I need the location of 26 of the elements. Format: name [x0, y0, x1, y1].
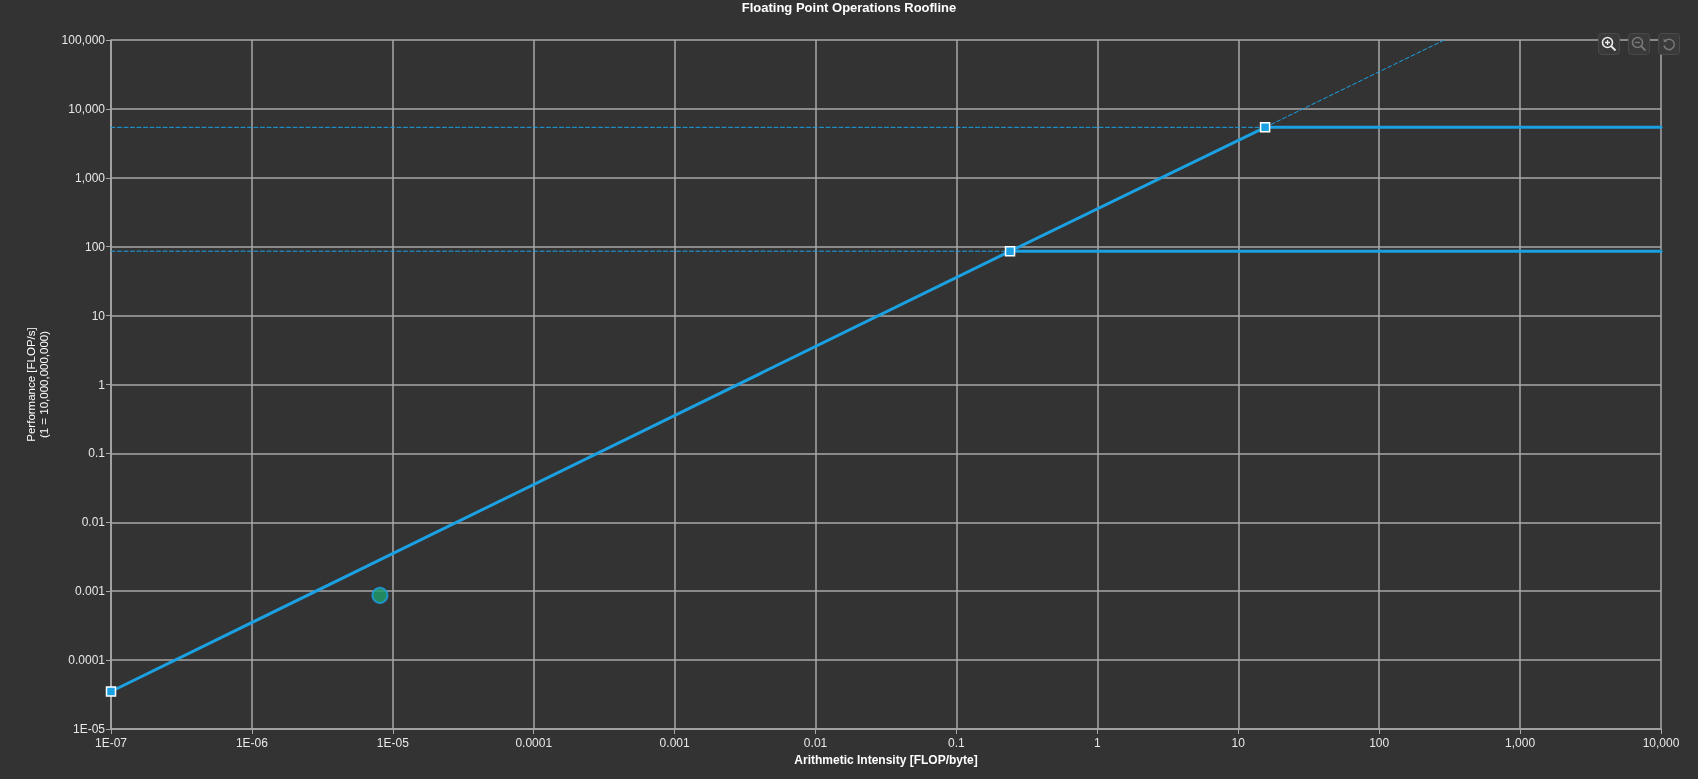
x-tick-label: 0.001: [659, 736, 690, 750]
y-tick-label: 0.0001: [68, 653, 106, 668]
y-tick-label: 1E-05: [72, 722, 106, 736]
x-tick-label: 10: [1231, 736, 1246, 750]
x-tick-label: 1E-06: [235, 736, 269, 750]
x-tick-label: 1: [1094, 736, 1102, 750]
y-tick-label: 0.1: [88, 446, 106, 461]
x-tick-label: 1,000: [1505, 736, 1536, 750]
x-axis-title: Arithmetic Intensity [FLOP/byte]: [794, 753, 978, 768]
x-tick-label: 10,000: [1642, 736, 1680, 750]
y-tick-label: 100: [84, 239, 106, 254]
y-tick-label: 1: [98, 377, 106, 392]
y-tick-label: 10: [91, 308, 106, 323]
x-tick-label: 1E-05: [376, 736, 410, 750]
x-tick-label: 0.1: [948, 736, 966, 750]
x-tick-label: 0.01: [803, 736, 828, 750]
x-tick-label: 100: [1369, 736, 1390, 750]
chart-title: Floating Point Operations Roofline: [741, 0, 957, 15]
y-tick-label: 1,000: [74, 170, 106, 185]
x-tick-label: 1E-07: [94, 736, 128, 750]
y-tick-label: 100,000: [61, 33, 106, 47]
y-axis-title: Performance [FLOP/s] (1 = 10,000,000,000): [25, 327, 51, 442]
y-tick-label: 0.01: [81, 515, 106, 530]
y-tick-label: 10,000: [68, 101, 106, 116]
x-tick-label: 0.0001: [515, 736, 553, 750]
y-tick-label: 0.001: [74, 584, 106, 599]
